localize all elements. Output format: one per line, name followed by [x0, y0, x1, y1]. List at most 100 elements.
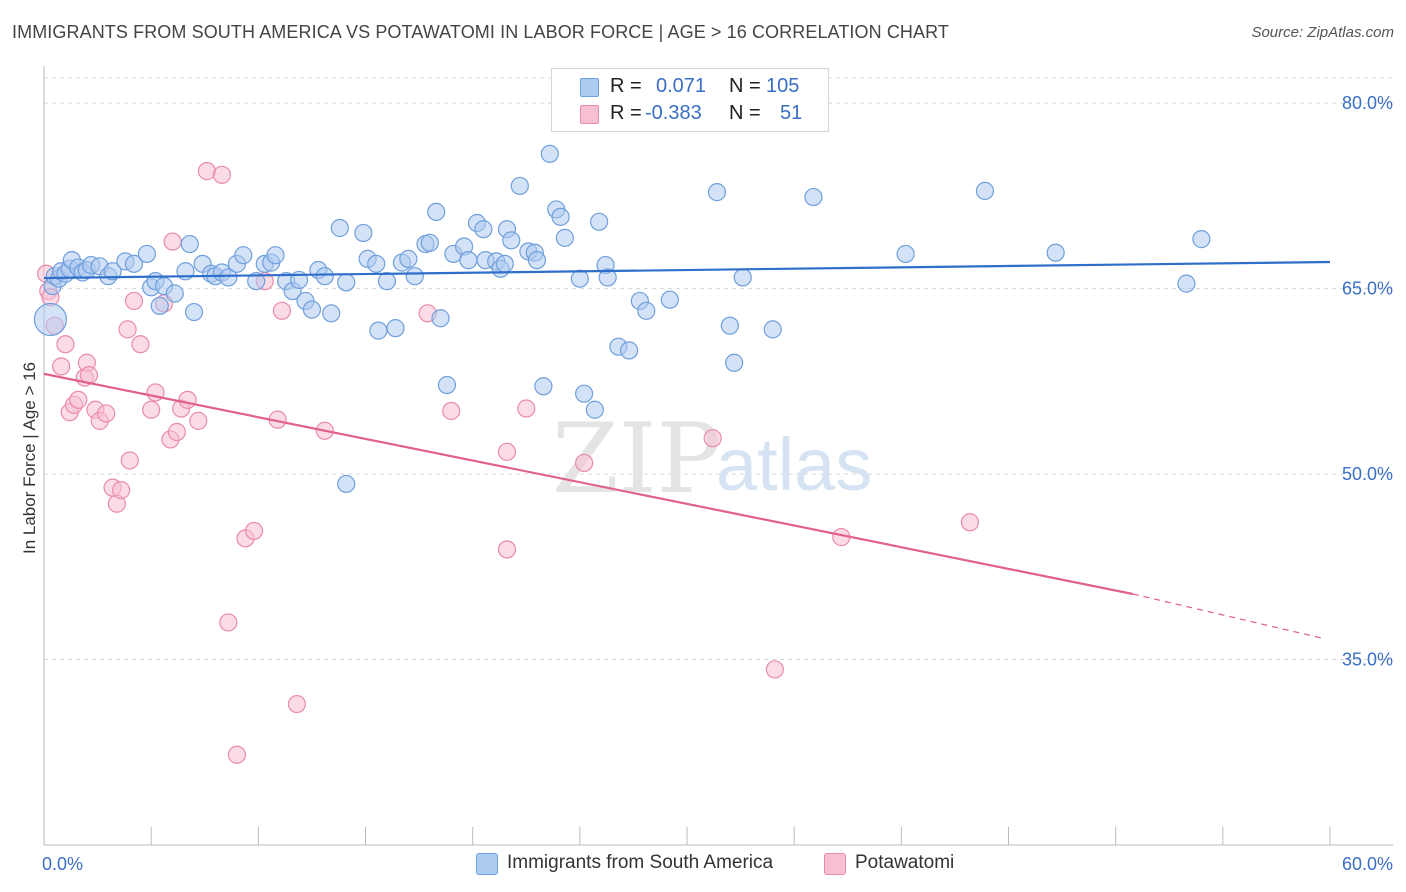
potawatomi-point [167, 422, 186, 442]
potawatomi-point [442, 401, 461, 421]
immigrants-point [330, 218, 349, 238]
immigrants-point [551, 207, 570, 226]
immigrants-point [1046, 243, 1065, 262]
potawatomi-point [124, 291, 144, 311]
immigrants-point [620, 341, 639, 360]
immigrants-point [124, 254, 144, 273]
immigrants-point [495, 254, 514, 273]
immigrants-point [804, 187, 823, 207]
potawatomi-point [189, 411, 208, 430]
immigrants-point [399, 249, 418, 268]
immigrants-trend-line [43, 260, 1331, 280]
immigrants-point [527, 251, 547, 270]
immigrants-point [637, 301, 656, 320]
immigrants-point [431, 309, 450, 328]
immigrants-point [555, 228, 574, 247]
immigrants-point [720, 316, 739, 335]
y-tick-label: 65.0% [1342, 279, 1393, 299]
trend-layer [43, 260, 1331, 640]
immigrants-point [302, 300, 322, 319]
potawatomi-point [52, 357, 71, 376]
x-tick-label-min: 0.0% [42, 854, 83, 874]
immigrants-point [103, 262, 122, 281]
watermark-atlas: atlas [716, 423, 872, 506]
immigrants-point [180, 234, 199, 254]
immigrants-point [510, 176, 529, 196]
bottom-legend-swatch-blue [476, 853, 498, 875]
immigrants-point [733, 268, 752, 287]
potawatomi-point [575, 453, 594, 473]
chart-source: Source: ZipAtlas.com [1251, 24, 1394, 41]
potawatomi-point [142, 400, 161, 419]
immigrants-points [33, 144, 1211, 494]
legend-r-value: 0.071 [656, 75, 707, 97]
immigrants-point [590, 212, 609, 231]
immigrants-point [725, 353, 744, 372]
potawatomi-trend-line [43, 372, 1134, 596]
immigrants-point [369, 321, 388, 340]
potawatomi-point [703, 429, 722, 448]
immigrants-point [405, 267, 424, 286]
legend-r-label: R = [610, 102, 642, 124]
bottom-legend-label: Potawatomi [855, 852, 955, 873]
potawatomi-point [227, 745, 246, 764]
immigrants-point [322, 304, 341, 323]
potawatomi-point [765, 660, 784, 679]
legend-r-label: R = [610, 75, 642, 97]
y-tick-label: 80.0% [1342, 93, 1393, 113]
potawatomi-point [69, 390, 88, 409]
potawatomi-point [497, 442, 517, 461]
immigrants-point [437, 375, 457, 395]
grid-layer [44, 77, 1393, 661]
potawatomi-point [178, 390, 197, 409]
legend-swatch-pink [580, 105, 599, 124]
immigrants-point [137, 244, 156, 264]
potawatomi-point [287, 694, 307, 714]
immigrants-point [337, 273, 356, 292]
legend-n-label: N = [729, 102, 761, 124]
potawatomi-point [960, 513, 980, 532]
immigrants-point [975, 181, 995, 200]
immigrants-point [474, 220, 493, 239]
immigrants-point [598, 268, 617, 287]
legend-swatch-blue [580, 78, 599, 97]
y-tick-label: 50.0% [1342, 464, 1393, 484]
potawatomi-point [118, 320, 137, 339]
legend-n-value: 51 [780, 102, 803, 124]
potawatomi-point [120, 451, 139, 470]
potawatomi-point [197, 162, 216, 181]
immigrants-point [386, 319, 405, 338]
immigrants-point [660, 290, 679, 309]
legend-row-immigrants: R = 0.071 N = 105 [552, 73, 828, 101]
legend-n-value: 105 [766, 75, 800, 97]
immigrants-point [377, 272, 397, 291]
immigrants-point [459, 251, 478, 270]
immigrants-point [234, 246, 253, 265]
legend-box: R = 0.071 N = 105 R = -0.383 N = 51 [551, 68, 829, 132]
potawatomi-point [163, 232, 182, 251]
immigrants-point [427, 202, 446, 222]
y-tick-label: 35.0% [1342, 650, 1393, 670]
immigrants-point [354, 223, 373, 243]
immigrants-point [315, 267, 334, 286]
potawatomi-point [244, 521, 264, 541]
chart-title: IMMIGRANTS FROM SOUTH AMERICA VS POTAWAT… [12, 22, 949, 42]
potawatomi-point [97, 404, 116, 423]
immigrants-point [337, 474, 356, 494]
immigrants-point [219, 268, 238, 287]
immigrants-point [266, 246, 285, 265]
immigrants-point [1192, 230, 1211, 249]
potawatomi-point [517, 399, 536, 418]
immigrants-point [502, 231, 521, 250]
potawatomi-trend-extension [1132, 593, 1324, 640]
x-tick-label-max: 60.0% [1342, 854, 1393, 874]
immigrants-point [247, 272, 266, 291]
immigrants-point [575, 384, 594, 403]
immigrants-point [540, 144, 559, 163]
potawatomi-point [56, 335, 75, 354]
bottom-legend-swatch-pink [824, 853, 846, 875]
immigrants-point [896, 244, 915, 264]
legend-r-value: -0.383 [645, 102, 702, 124]
potawatomi-point [219, 613, 238, 632]
legend-n-label: N = [729, 75, 761, 97]
